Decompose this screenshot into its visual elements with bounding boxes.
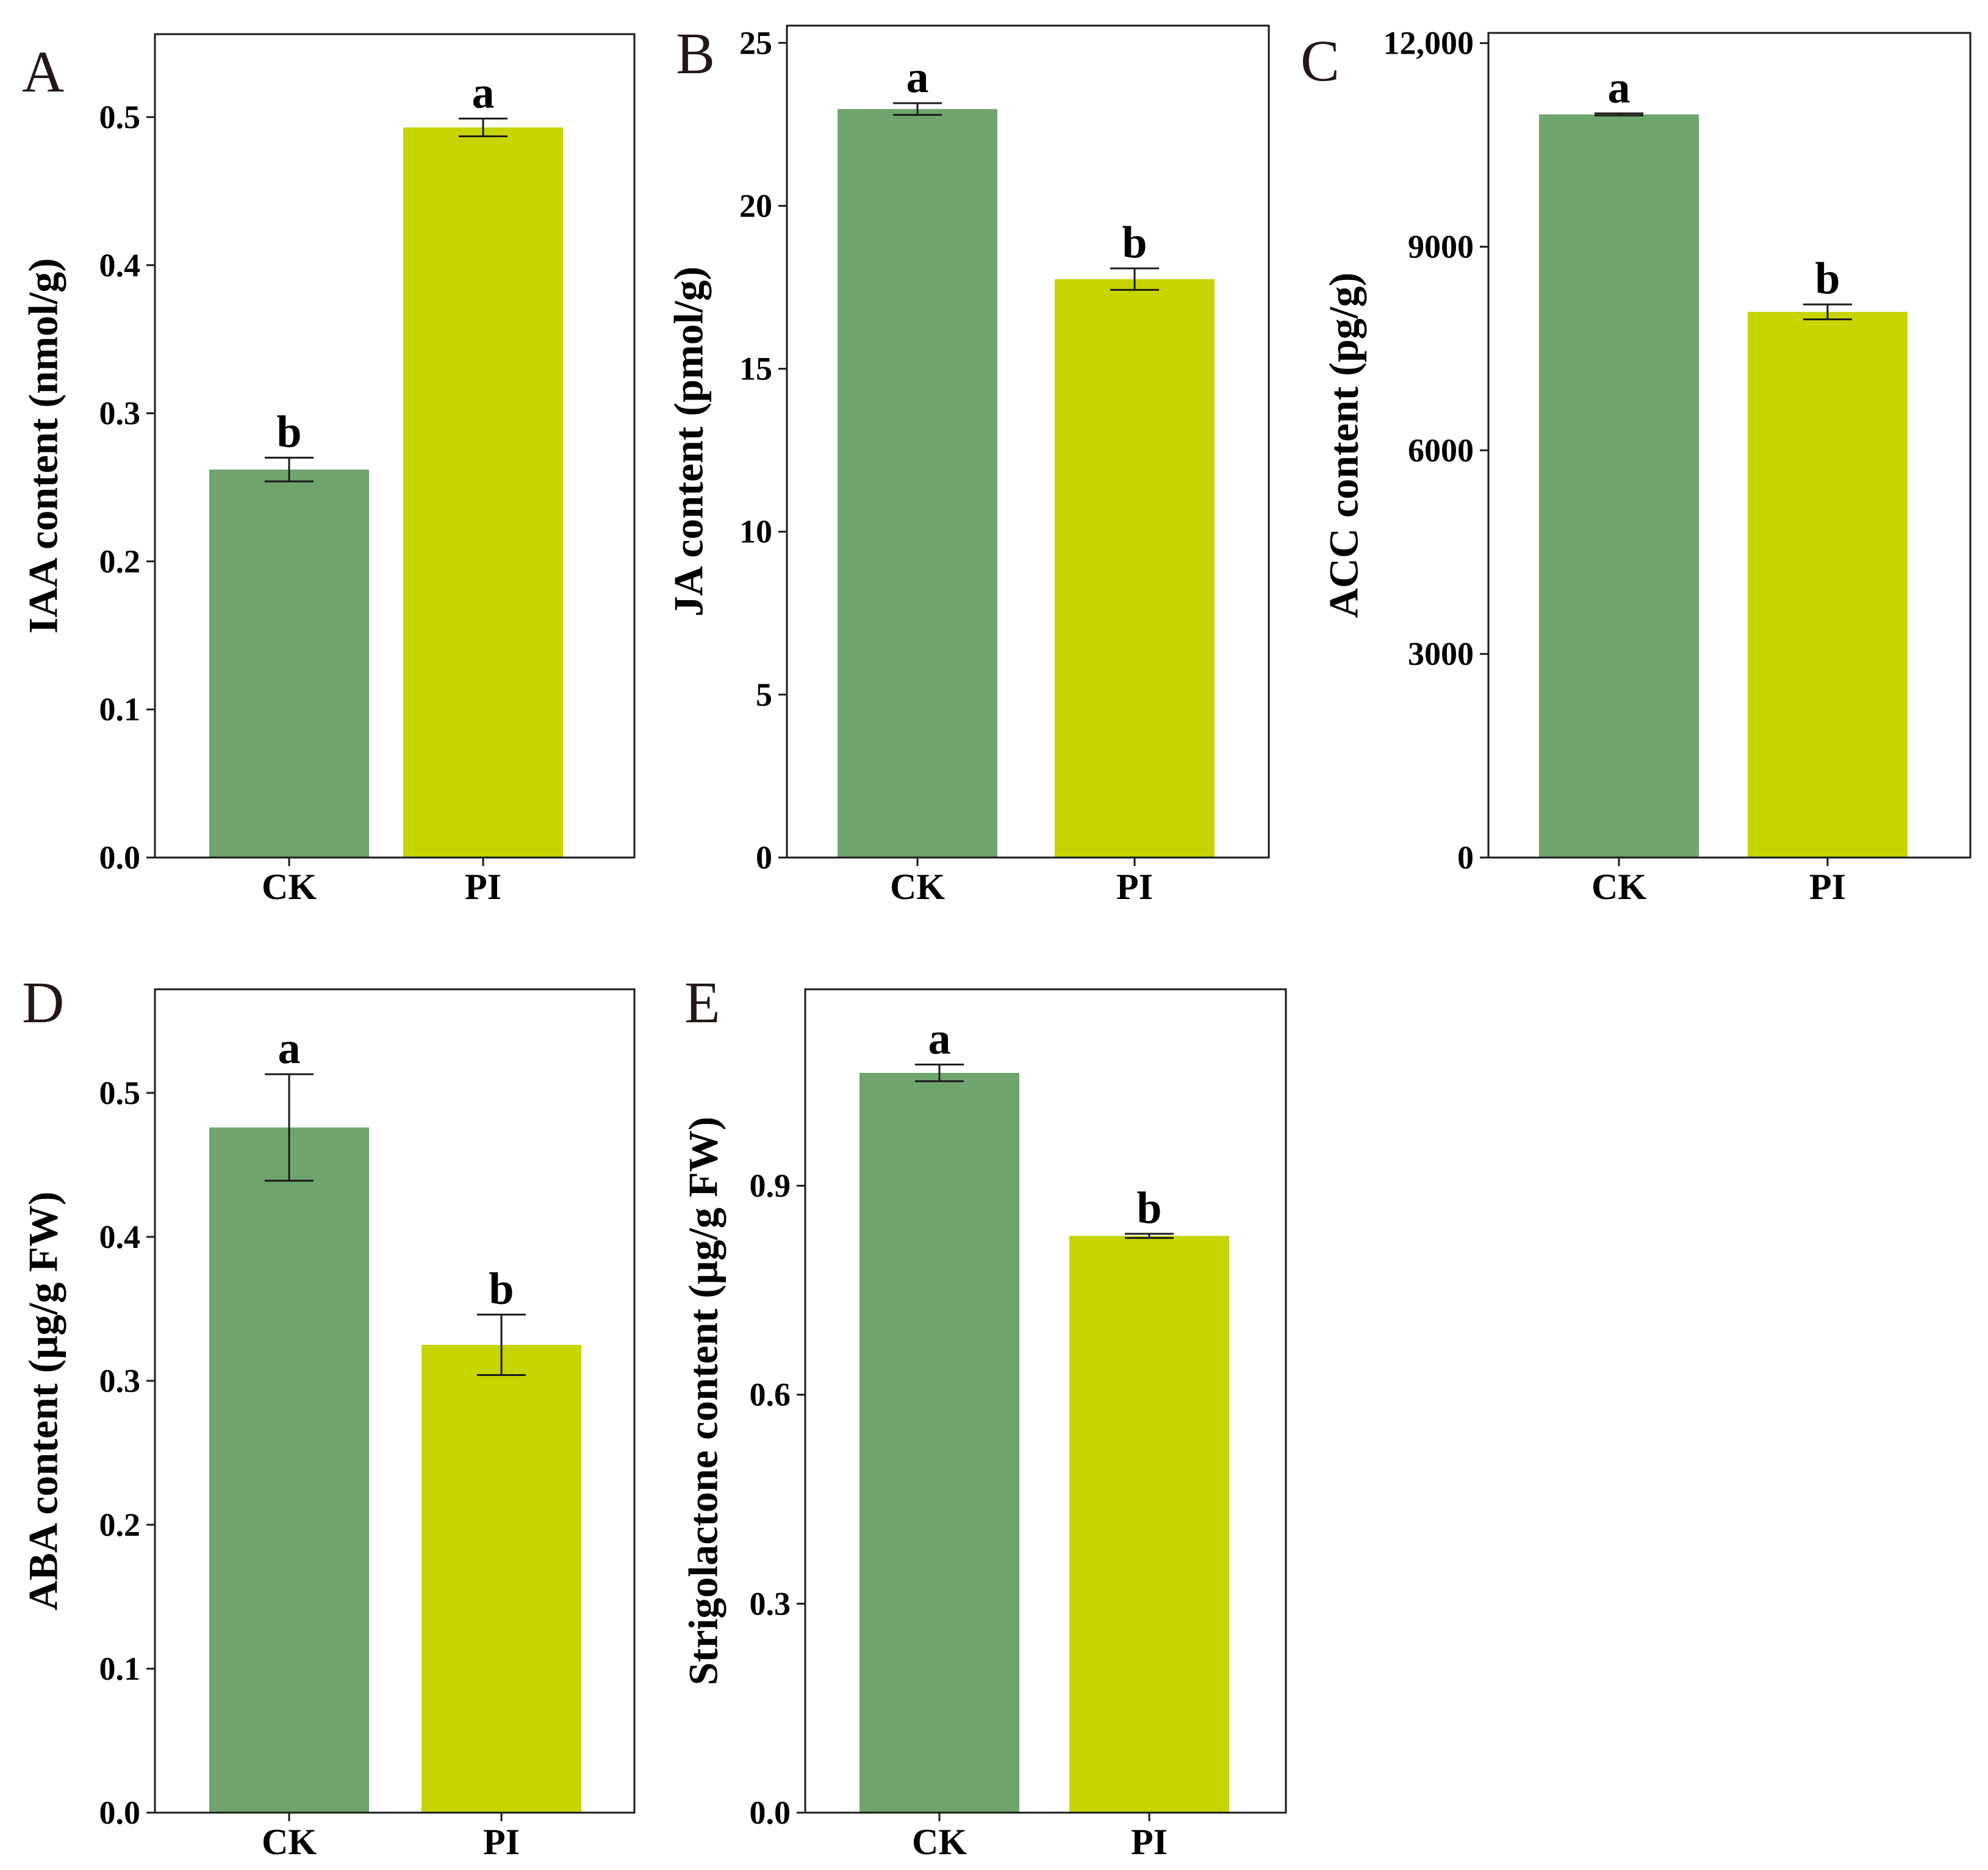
y-tick-label-b-3: 15 <box>739 351 772 387</box>
bar-d-ck <box>209 1127 369 1813</box>
significance-label-c-pi: b <box>1815 254 1840 304</box>
x-tick-label-b-pi: PI <box>1116 867 1153 907</box>
y-tick-label-c-3: 9000 <box>1408 229 1474 265</box>
y-tick-label-a-1: 0.1 <box>99 691 141 728</box>
bar-e-pi <box>1069 1236 1229 1813</box>
error-bar-c-ck <box>1595 112 1643 116</box>
panel-letter-d: D <box>22 970 64 1035</box>
bar-e-ck <box>859 1073 1019 1813</box>
y-tick-label-c-0: 0 <box>1457 839 1474 876</box>
x-tick-label-b-ck: CK <box>890 867 945 907</box>
y-axis-label-c: ACC content (pg/g) <box>1321 273 1367 618</box>
significance-label-d-pi: b <box>489 1264 514 1314</box>
x-tick-label-a-pi: PI <box>465 867 501 907</box>
x-tick-label-e-ck: CK <box>912 1822 967 1862</box>
y-tick-label-e-0: 0.0 <box>750 1794 791 1831</box>
y-tick-label-e-2: 0.6 <box>750 1377 791 1413</box>
y-tick-label-b-0: 0 <box>756 839 772 876</box>
significance-label-b-pi: b <box>1122 218 1147 268</box>
error-bar-b-ck <box>893 102 942 116</box>
y-tick-label-c-1: 3000 <box>1408 636 1474 672</box>
panel-letter-e: E <box>684 970 720 1035</box>
panel-letter-c: C <box>1301 28 1340 93</box>
y-tick-label-c-2: 6000 <box>1408 432 1474 468</box>
error-bar-e-pi <box>1125 1233 1174 1239</box>
y-axis-label-b: JA content (pmol/g) <box>666 267 712 617</box>
y-tick-label-d-1: 0.1 <box>99 1650 141 1687</box>
bar-c-pi <box>1748 312 1907 858</box>
x-tick-label-e-pi: PI <box>1131 1822 1168 1862</box>
y-tick-label-d-0: 0.0 <box>99 1794 141 1831</box>
error-bar-b-pi <box>1110 267 1159 291</box>
y-tick-label-d-2: 0.2 <box>99 1506 141 1543</box>
significance-label-e-ck: a <box>928 1014 951 1064</box>
significance-label-e-pi: b <box>1136 1183 1161 1233</box>
y-tick-label-b-4: 20 <box>739 187 772 224</box>
y-tick-label-d-4: 0.4 <box>99 1219 141 1255</box>
error-bar-c-pi <box>1803 303 1852 321</box>
y-tick-label-d-3: 0.3 <box>99 1363 141 1399</box>
error-bar-a-ck <box>265 456 314 482</box>
y-axis-label-d: ABA content (µg/g FW) <box>20 1191 66 1610</box>
error-bar-a-pi <box>459 117 508 138</box>
x-tick-label-c-pi: PI <box>1809 867 1846 907</box>
plot-frame-c <box>1487 32 1972 859</box>
y-axis-label-a: IAA content (nmol/g) <box>20 258 66 634</box>
significance-label-a-pi: a <box>472 68 495 118</box>
plot-frame-b <box>786 24 1270 859</box>
plot-frame-a <box>154 33 636 859</box>
plot-frame-e <box>804 988 1287 1814</box>
y-tick-label-a-3: 0.3 <box>99 395 141 432</box>
error-bar-d-ck <box>265 1073 314 1182</box>
y-tick-label-b-1: 5 <box>756 676 772 713</box>
y-tick-label-e-3: 0.9 <box>750 1167 791 1204</box>
y-tick-label-d-5: 0.5 <box>99 1075 141 1111</box>
significance-label-a-ck: b <box>276 407 301 457</box>
significance-label-c-ck: a <box>1608 63 1631 113</box>
significance-label-d-ck: a <box>278 1023 301 1073</box>
x-tick-label-c-ck: CK <box>1591 867 1646 907</box>
x-tick-label-a-ck: CK <box>262 867 317 907</box>
panel-letter-a: A <box>22 39 64 104</box>
panel-letter-b: B <box>676 21 715 86</box>
y-tick-label-e-1: 0.3 <box>750 1585 791 1622</box>
y-axis-label-e: Strigolactone content (µg/g FW) <box>680 1117 727 1685</box>
bar-a-pi <box>403 127 563 858</box>
bar-c-ck <box>1539 114 1699 858</box>
error-bar-d-pi <box>477 1313 526 1377</box>
bar-a-ck <box>209 469 369 858</box>
y-tick-label-b-2: 10 <box>739 514 772 550</box>
plot-frame-d <box>154 988 636 1814</box>
y-tick-label-c-4: 12,000 <box>1383 25 1474 62</box>
significance-label-b-ck: a <box>906 52 929 102</box>
y-tick-label-b-5: 25 <box>739 24 772 61</box>
y-tick-label-a-4: 0.4 <box>99 247 141 284</box>
bar-b-ck <box>838 109 997 858</box>
x-tick-label-d-ck: CK <box>262 1822 317 1862</box>
x-tick-label-d-pi: PI <box>483 1822 520 1862</box>
bar-b-pi <box>1055 279 1215 858</box>
y-tick-label-a-0: 0.0 <box>99 839 141 876</box>
y-tick-label-a-2: 0.2 <box>99 543 141 579</box>
bar-d-pi <box>422 1344 581 1813</box>
error-bar-e-ck <box>915 1063 964 1083</box>
y-tick-label-a-5: 0.5 <box>99 99 141 135</box>
